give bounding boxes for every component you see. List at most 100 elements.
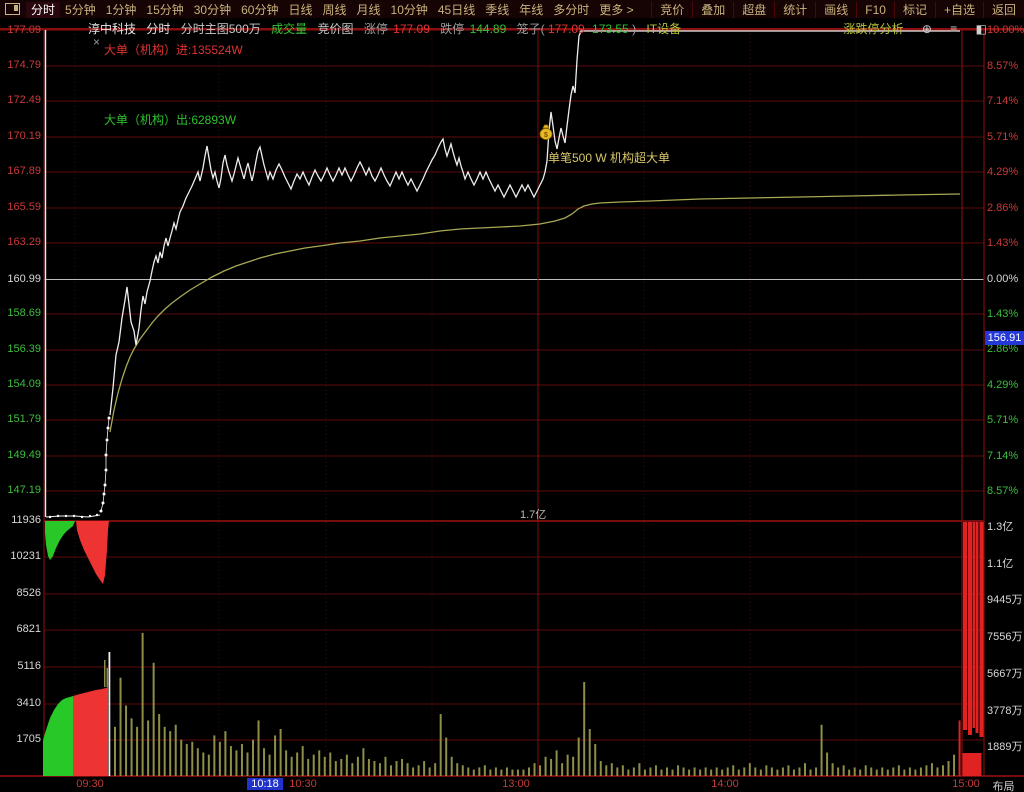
volume-bar [290,756,293,776]
tab-周线[interactable]: 周线 [322,2,347,17]
sector-tag[interactable]: IT设备 [646,22,682,36]
price-axis-label: 149.49 [7,449,41,461]
tab-分时[interactable]: 分时 [26,1,61,18]
volume-bar [638,763,641,776]
volume-bar [163,726,166,776]
volume-bar [461,765,464,776]
time-tick-label: 10:30 [289,778,317,790]
toolbar-button-超盘[interactable]: 超盘 [733,1,775,18]
volume-bar [489,769,492,776]
cage-low: 173.55 [592,22,629,36]
percent-axis-label: 7.14% [987,95,1019,107]
volume-bar [886,769,889,776]
tab-日线[interactable]: 日线 [288,2,313,17]
volume-bar [279,728,282,776]
toolbar-button-+自选[interactable]: +自选 [934,1,983,18]
tab-季线[interactable]: 季线 [485,2,510,17]
time-tick-label: 09:30 [76,778,104,790]
volume-bar [213,735,216,776]
close-icon[interactable]: × [93,35,101,49]
volume-bar [754,767,757,776]
volume-bar [555,750,558,776]
volume-bar [439,714,442,776]
volume-bar [737,769,740,776]
volume-bar [384,756,387,776]
stock-name[interactable]: 淳中科技 [88,22,137,36]
volume-bar [224,731,227,776]
time-tick-label: 13:00 [502,778,530,790]
percent-axis-label: 5.71% [987,131,1019,143]
volume-bar [434,763,437,776]
tab-月线[interactable]: 月线 [356,2,381,17]
tab-15分钟[interactable]: 15分钟 [146,2,184,17]
toolbar-button-返回[interactable]: 返回 [982,1,1024,18]
tab-1分钟[interactable]: 1分钟 [105,2,137,17]
volume-bar [903,769,906,776]
tab-60分钟[interactable]: 60分钟 [241,2,279,17]
volume-bar [180,739,183,776]
split-window-icon[interactable]: ◧ [975,22,987,36]
tab-多分时[interactable]: 多分时 [553,2,590,17]
volume-bar [312,754,315,776]
list-icon[interactable]: ≡ [950,22,958,36]
volume-bar [804,763,806,776]
volume-bar [235,750,238,776]
volume-bar [423,761,426,776]
percent-axis-label: 1.43% [987,308,1019,320]
layout-button[interactable]: 布局 [992,781,1015,792]
volume-bar [191,741,194,776]
volume-bar [351,763,354,776]
volume-bar [787,765,790,776]
toolbar-button-标记[interactable]: 标记 [893,1,935,18]
volume-bar [500,769,503,776]
volume-bar [759,769,762,776]
tab-45日线[interactable]: 45日线 [437,2,476,17]
volume-bar [930,763,933,776]
price-axis-label: 158.69 [7,307,41,319]
volume-bar [897,765,900,776]
window-layout-icon[interactable] [5,3,20,15]
cage-close-paren: ) [632,22,637,36]
super-order-annotation: 单笔500 W 机构超大单 [548,151,671,165]
volume-bar [875,769,878,776]
target-icon[interactable]: ⊕ [921,22,932,36]
volume-bar [770,767,773,776]
volume-bar [378,763,381,776]
toolbar-button-F10[interactable]: F10 [856,1,894,18]
toolbar-button-叠加[interactable]: 叠加 [692,1,734,18]
tab-更多 >[interactable]: 更多 > [599,2,634,17]
auction-matched-green [43,696,73,776]
toolbar-button-画线[interactable]: 画线 [815,1,857,18]
main-chart-label[interactable]: 分时主图500万 [180,22,261,36]
toolbar-button-竞价[interactable]: 竞价 [651,1,693,18]
tab-年线[interactable]: 年线 [519,2,544,17]
volume-bar [649,767,652,776]
right-panel-bar [963,522,967,730]
volume-axis-label: 10231 [10,550,41,562]
volume-bar [715,767,718,776]
volume-bar [908,767,911,776]
volume-axis-label: 3410 [16,697,41,709]
tab-10分钟[interactable]: 10分钟 [390,2,428,17]
volume-bar [815,767,818,776]
limit-analysis-link[interactable]: 涨跌停分析 [843,22,904,36]
toolbar-button-统计[interactable]: 统计 [774,1,816,18]
volume-axis-label: 8526 [16,587,41,599]
auction-chart-label[interactable]: 竞价图 [317,22,354,36]
volume-bar [798,767,801,776]
volume-bar [362,748,365,776]
tab-5分钟[interactable]: 5分钟 [65,2,96,17]
volume-bar [494,767,497,776]
volume-bar [710,769,713,776]
volume-bar [136,726,139,776]
volume-indicator-label[interactable]: 成交量 [271,22,308,36]
stock-info-bar: 淳中科技 分时 分时主图500万 成交量 竞价图 涨停 177.09 跌停 14… [0,19,1024,36]
price-axis-label: 177.09 [7,24,41,36]
volume-bar [594,743,597,776]
volume-bar [743,767,746,776]
volume-bar [390,765,392,776]
price-axis-label: 174.79 [7,59,41,71]
tab-30分钟[interactable]: 30分钟 [193,2,232,17]
percent-axis-label: 0.00% [987,273,1019,285]
